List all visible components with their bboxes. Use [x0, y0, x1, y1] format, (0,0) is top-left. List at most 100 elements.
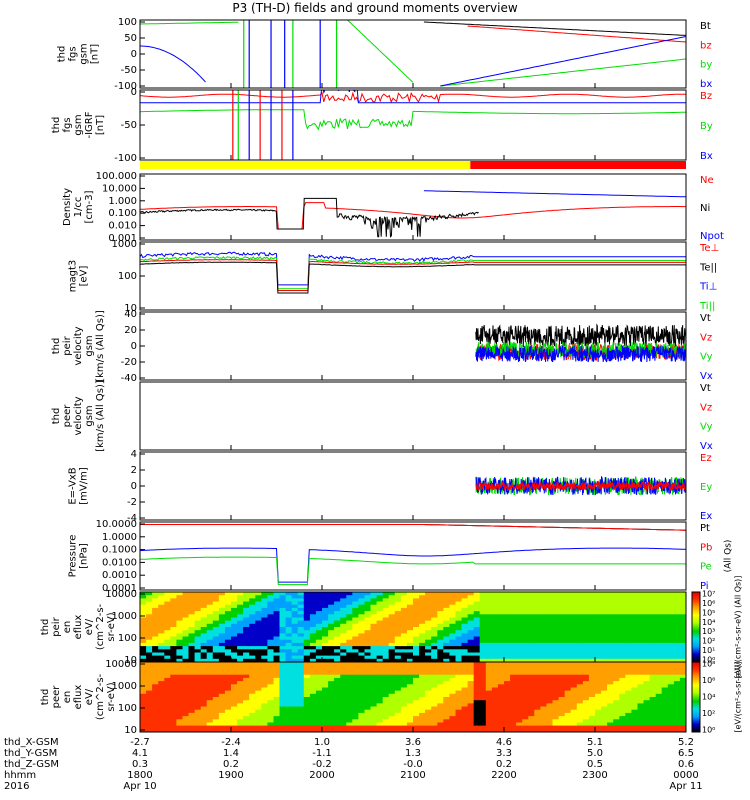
spectrogram-cell: [582, 703, 590, 708]
spectrogram-cell: [346, 598, 353, 603]
spectrogram-cell: [182, 642, 190, 647]
spectrogram-cell: [297, 649, 305, 654]
legend-entry: Pi: [700, 581, 709, 592]
spectrogram-cell: [255, 674, 262, 679]
spectrogram-cell: [146, 658, 153, 662]
spectrogram-cell: [279, 722, 287, 727]
spectrogram-cell: [237, 677, 244, 682]
spectrogram-cell: [334, 658, 341, 662]
spectrogram-cell: [224, 697, 232, 701]
spectrogram-cell: [413, 639, 420, 644]
spectrogram-cell: [673, 716, 681, 720]
spectrogram-cell: [279, 687, 287, 692]
spectrogram-cell: [224, 639, 232, 644]
spectrogram-cell: [431, 655, 438, 660]
spectrogram-cell: [376, 684, 384, 689]
spectrogram-cell: [218, 646, 226, 650]
spectrogram-cell: [255, 636, 262, 641]
spectrogram-cell: [394, 598, 402, 603]
spectrogram-cell: [376, 652, 384, 657]
spectrogram-cell: [249, 627, 256, 631]
spectrogram-cell: [140, 655, 147, 660]
spectrogram-cell: [443, 623, 450, 628]
spectrogram-cell: [546, 674, 554, 679]
spectrogram-cell: [340, 671, 347, 676]
spectrogram-cell: [631, 665, 639, 669]
y-tick-label: 1000: [112, 611, 137, 622]
y-tick-label: 50: [124, 33, 137, 44]
spectrogram-cell: [613, 630, 620, 634]
spectrogram-cell: [340, 592, 347, 596]
spectrogram-cell: [273, 662, 281, 666]
spectrogram-cell: [237, 642, 244, 647]
spectrogram-cell: [140, 671, 147, 676]
spectrogram-cell: [425, 681, 432, 685]
spectrogram-cell: [649, 687, 657, 692]
spectrogram-cell: [267, 646, 275, 650]
spectrogram-cell: [479, 677, 487, 682]
spectrogram-cell: [170, 665, 177, 669]
spectrogram-cell: [303, 617, 311, 622]
spectrogram-cell: [667, 665, 675, 669]
spectrogram-cell: [176, 611, 184, 615]
spectrogram-cell: [322, 697, 329, 701]
spectrogram-cell: [637, 627, 645, 631]
spectrogram-cell: [309, 620, 317, 625]
spectrogram-cell: [231, 716, 238, 720]
spectrogram-cell: [194, 662, 202, 666]
spectrogram-cell: [437, 649, 444, 654]
spectrogram-cell: [510, 706, 517, 711]
spectrogram-cell: [182, 662, 190, 666]
spectrogram-cell: [176, 630, 184, 634]
spectrogram-cell: [188, 639, 196, 644]
spectrogram-cell: [667, 668, 675, 673]
spectrogram-cell: [449, 658, 457, 662]
spectrogram-cell: [267, 662, 275, 666]
spectrogram-cell: [455, 671, 463, 676]
spectrogram-cell: [576, 630, 584, 634]
spectrogram-cell: [406, 617, 414, 622]
spectrogram-cell: [479, 607, 487, 612]
spectrogram-cell: [655, 607, 663, 612]
spectrogram-cell: [588, 668, 596, 673]
spectrogram-cell: [297, 614, 305, 619]
spectrogram-cell: [224, 671, 232, 676]
spectrogram-cell: [279, 607, 287, 612]
spectrogram-cell: [206, 620, 214, 625]
spectrogram-cell: [400, 728, 408, 732]
spectrogram-cell: [382, 709, 390, 714]
spectrogram-cell: [152, 687, 159, 692]
spectrogram-cell: [643, 646, 651, 650]
spectrogram-cell: [576, 627, 584, 631]
legend-entry: Vy: [700, 422, 713, 433]
spectrogram-cell: [322, 623, 329, 628]
spectrogram-cell: [328, 655, 335, 660]
spectrogram-cell: [400, 693, 408, 698]
spectrogram-cell: [619, 697, 626, 701]
spectrogram-cell: [400, 614, 408, 619]
spectrogram-cell: [340, 620, 347, 625]
spectrogram-cell: [231, 728, 238, 732]
spectrogram-cell: [570, 716, 578, 720]
spectrogram-cell: [231, 700, 238, 704]
spectrogram-cell: [364, 722, 372, 727]
spectrogram-cell: [255, 690, 262, 695]
spectrogram-cell: [576, 703, 584, 708]
spectrogram-cell: [152, 607, 159, 612]
spectrogram-cell: [413, 709, 420, 714]
spectrogram-cell: [564, 684, 572, 689]
legend-note: (All Qs): [724, 540, 734, 573]
spectrogram-cell: [352, 611, 359, 615]
spectrogram-cell: [237, 665, 244, 669]
spectrogram-cell: [497, 649, 505, 654]
spectrogram-cell: [595, 617, 602, 622]
spectrogram-cell: [394, 604, 402, 609]
spectrogram-cell: [679, 592, 686, 596]
spectrogram-cell: [370, 601, 378, 606]
y-axis-label-line: Pressure: [68, 535, 79, 578]
spectrogram-cell: [413, 617, 420, 622]
spectrogram-cell: [303, 639, 311, 644]
spectrogram-cell: [158, 630, 165, 634]
spectrogram-cell: [261, 668, 268, 673]
spectrogram-cell: [170, 668, 177, 673]
